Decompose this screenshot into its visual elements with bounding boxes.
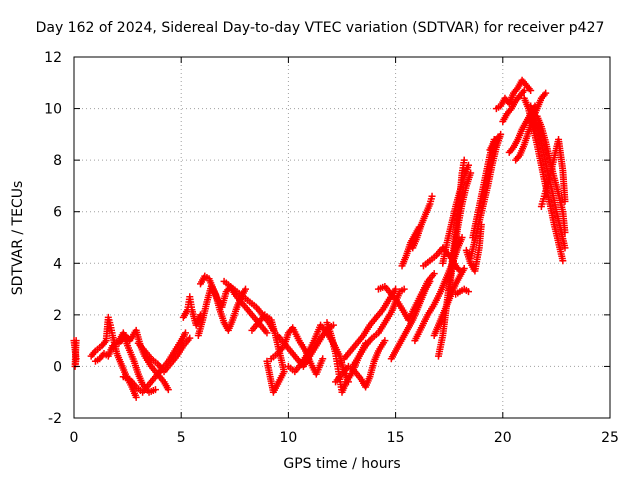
data-point [464,161,472,169]
y-tick-label: 0 [53,359,62,375]
data-point [392,285,400,293]
data-point [132,393,140,401]
y-tick-label: 12 [44,50,62,66]
x-tick-label: 5 [177,430,186,446]
x-tick-label: 25 [601,430,619,446]
data-point [381,337,389,345]
x-axis-label: GPS time / hours [283,456,401,472]
data-point [72,337,80,345]
data-point [561,244,569,252]
x-tick-label: 0 [70,430,79,446]
data-point [428,192,436,200]
data-point [186,334,194,342]
x-tick-label: 15 [387,430,405,446]
data-point [495,133,503,141]
data-point [542,89,550,97]
data-point [242,285,250,293]
plot-frame [73,56,611,419]
data-point [400,285,408,293]
data-point [426,277,434,285]
y-axis-label: SDTVAR / TECUs [10,180,26,296]
data-point [263,357,271,365]
y-tick-label: 6 [53,205,62,221]
data-point [430,270,438,278]
data-point [181,329,189,337]
chart-title: Day 162 of 2024, Sidereal Day-to-day VTE… [35,20,605,36]
data-points [70,76,569,401]
data-point [467,169,475,177]
data-point [464,288,472,296]
data-point [460,156,468,164]
data-point [561,197,569,205]
data-point [263,329,271,337]
y-tick-label: 2 [53,308,62,324]
data-point [527,87,535,95]
plot-area [73,56,611,419]
y-tick-label: 4 [53,256,62,272]
y-tick-label: 8 [53,153,62,169]
y-tick-label: 10 [44,102,62,118]
data-point [460,264,468,272]
data-point [561,228,569,236]
x-tick-label: 10 [279,430,297,446]
data-point [164,386,172,394]
data-point [319,355,327,363]
axis-ticks: 0 5 10 15 20 25 -2 0 2 4 6 8 10 12 [44,50,619,446]
y-tick-label: -2 [48,411,62,427]
data-point [520,87,528,95]
x-tick-label: 20 [494,430,512,446]
data-point [151,386,159,394]
data-point [559,257,567,265]
